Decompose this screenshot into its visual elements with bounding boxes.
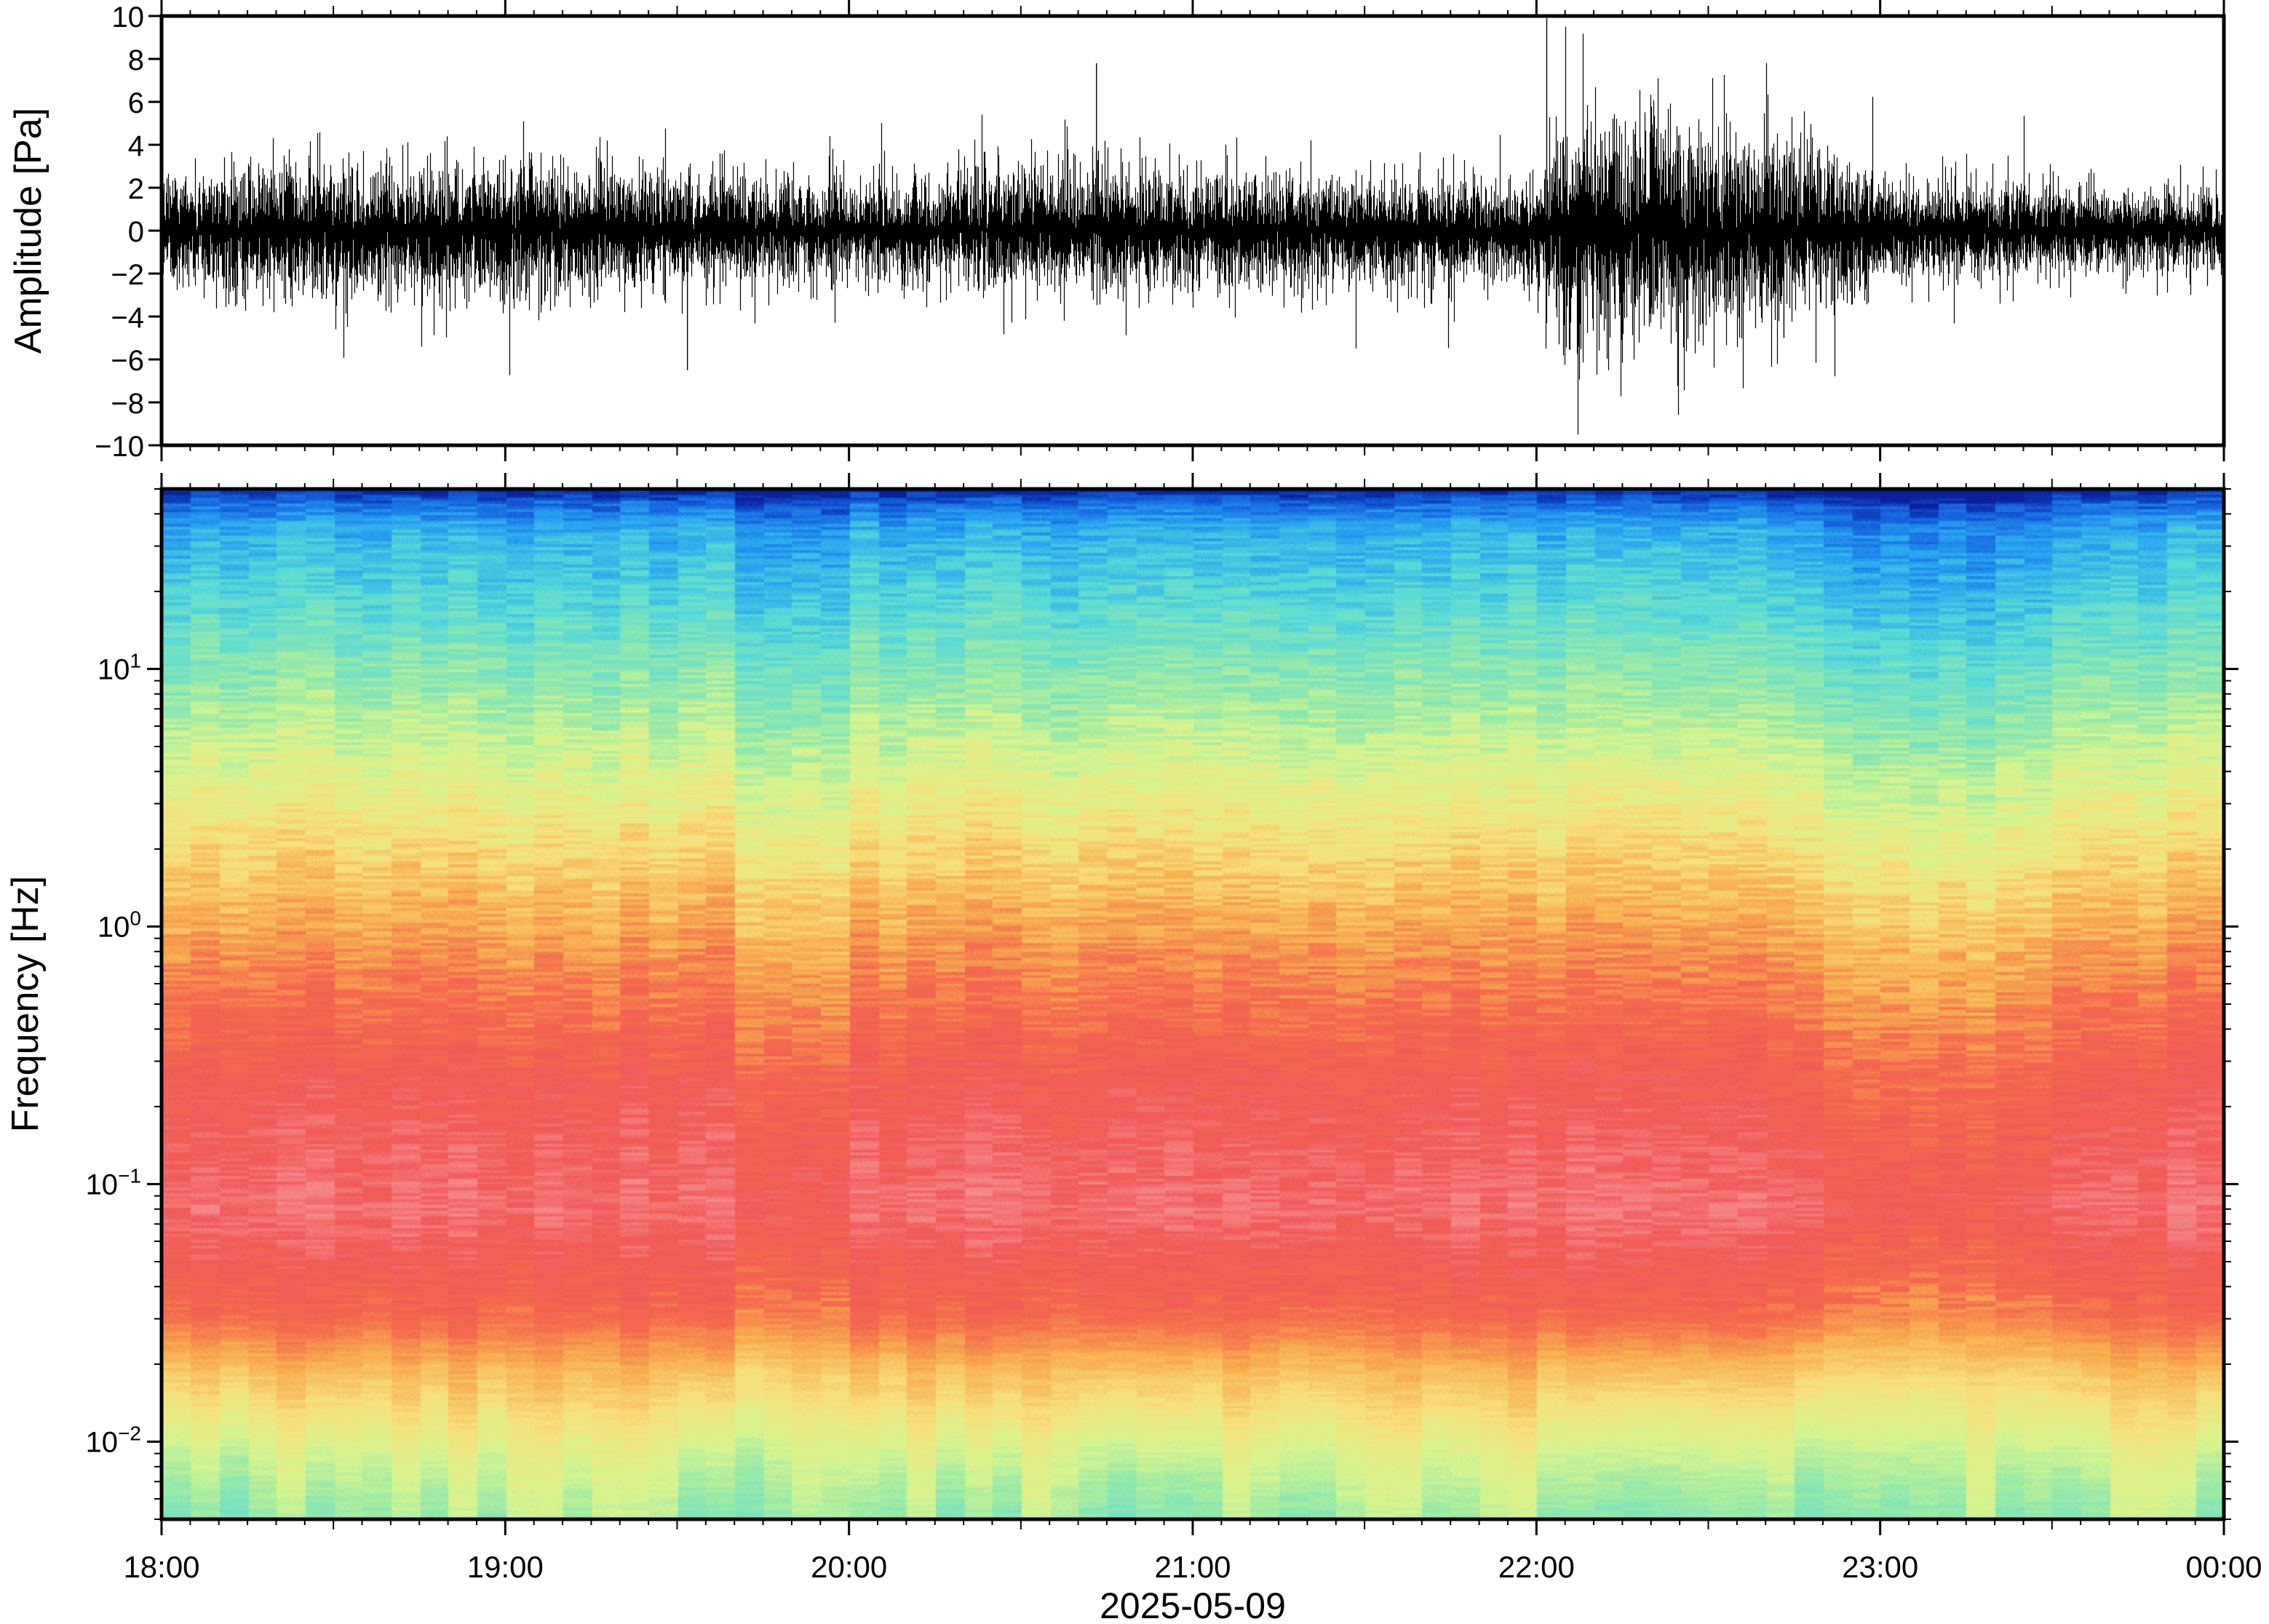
spectrogram-panel: 10−2 10−1 100 101 18:00 19:00 20:00 21:00 22:00… [4, 473, 2262, 1584]
waveform-y-tick-label: −10 [95, 431, 144, 463]
x-tick-label: 19:00 [467, 1550, 544, 1584]
waveform-y-ticks: 10 8 6 4 2 0 −2 −4 −6 −8 −10 [95, 1, 162, 463]
spectrogram-y-tick-label: 10−2 [86, 1422, 141, 1458]
waveform-x-ticks [160, 0, 2225, 461]
waveform-spikes [686, 17, 1785, 370]
waveform-y-tick-label: −6 [111, 345, 144, 377]
spectrogram-y-tick-label: 100 [98, 907, 141, 943]
x-tick-label: 21:00 [1154, 1550, 1231, 1584]
waveform-y-tick-label: 8 [128, 44, 144, 76]
waveform-y-tick-label: 2 [128, 173, 144, 205]
spectrogram-heatmap [162, 489, 2224, 1519]
x-tick-label: 22:00 [1498, 1550, 1575, 1584]
waveform-y-tick-label: −8 [111, 388, 144, 420]
spectrogram-y-ticks: 10−2 10−1 100 101 [86, 488, 2238, 1520]
spectrogram-y-tick-label: 101 [98, 649, 141, 685]
spectrogram-y-tick-label: 10−1 [86, 1164, 141, 1201]
spectrogram-y-axis-label: Frequency [Hz] [4, 876, 47, 1133]
waveform-y-tick-label: −2 [111, 259, 144, 291]
waveform-y-axis-label: Amplitude [Pa] [7, 108, 49, 354]
x-tick-label: 23:00 [1842, 1550, 1918, 1584]
waveform-y-tick-label: 6 [128, 87, 144, 119]
x-tick-label: 18:00 [123, 1550, 199, 1584]
x-tick-label: 00:00 [2185, 1550, 2262, 1584]
waveform-panel: 10 8 6 4 2 0 −2 −4 −6 −8 −10 Amplitude [Pa] [7, 0, 2226, 463]
waveform-y-tick-label: 10 [112, 1, 145, 33]
x-tick-label: 20:00 [811, 1550, 887, 1584]
x-axis-label: 2025-05-09 [1100, 1585, 1286, 1624]
waveform-y-tick-label: 0 [128, 216, 144, 248]
spectrogram-x-ticks: 18:00 19:00 20:00 21:00 22:00 23:00 00:00 [123, 473, 2262, 1584]
waveform-y-tick-label: −4 [111, 302, 144, 334]
waveform-y-tick-label: 4 [128, 130, 144, 162]
